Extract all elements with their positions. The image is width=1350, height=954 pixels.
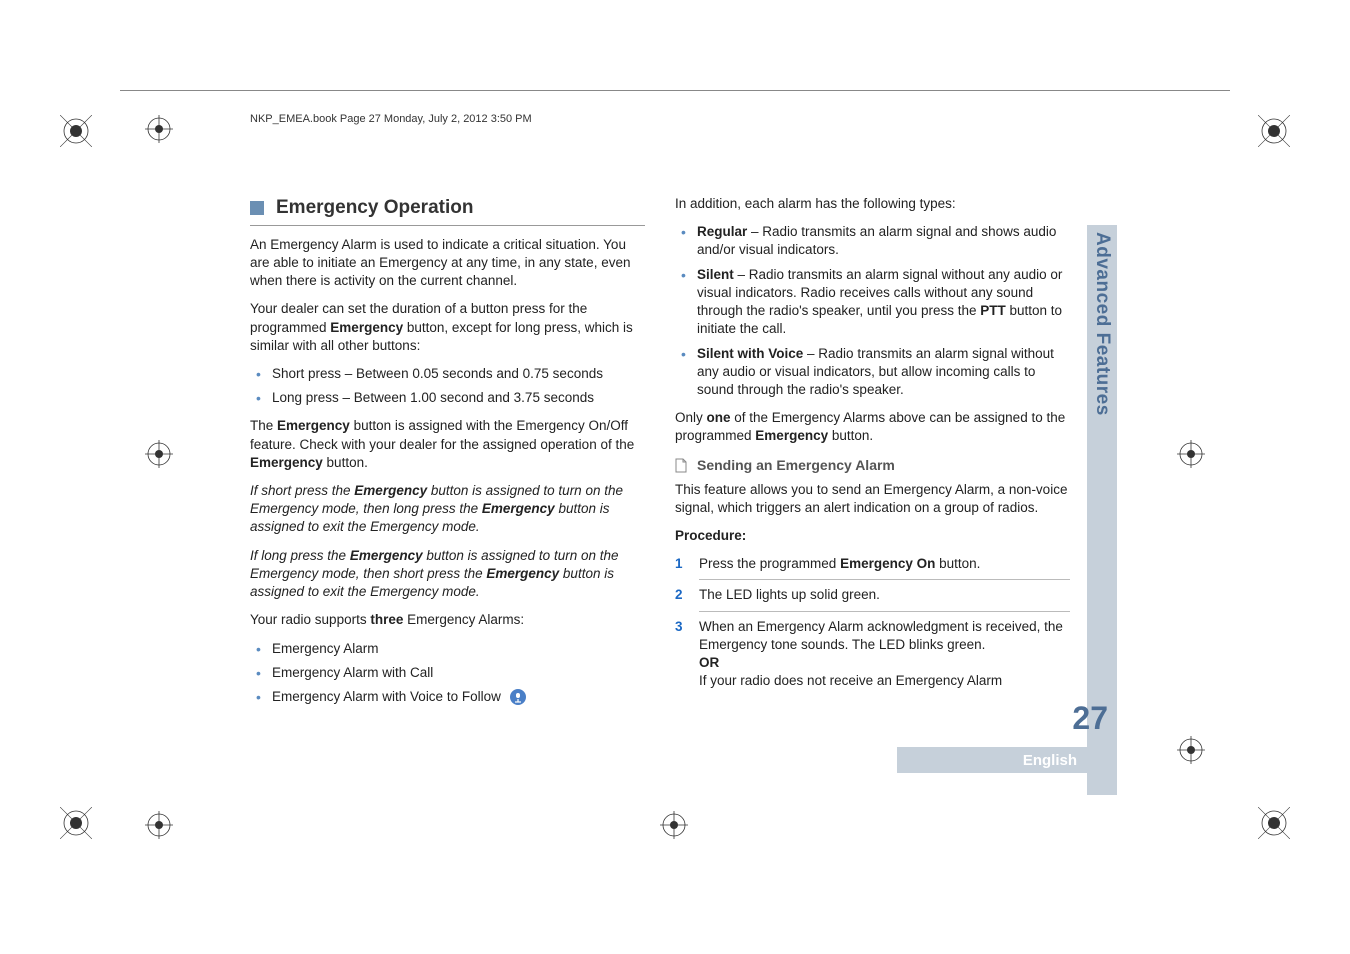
paragraph: Your dealer can set the duration of a bu… [250,300,645,355]
crop-mark-icon [60,115,92,147]
step-text: The LED lights up solid green. [699,586,880,604]
bullet-list: Regular – Radio transmits an alarm signa… [675,223,1070,399]
step-text: When an Emergency Alarm acknowledgment i… [699,618,1070,691]
heading-square-icon [250,201,264,215]
heading-rule [250,225,645,226]
subsection-title: Sending an Emergency Alarm [697,456,895,475]
list-item: Emergency Alarm with Call [262,664,645,682]
content-area: Emergency Operation An Emergency Alarm i… [250,195,1070,716]
document-icon [675,458,687,473]
step-text: Press the programmed Emergency On button… [699,555,980,573]
paragraph: In addition, each alarm has the followin… [675,195,1070,213]
procedure-label: Procedure: [675,527,1070,545]
bullet-list: Emergency Alarm Emergency Alarm with Cal… [250,640,645,707]
step-number: 1 [675,555,689,573]
subsection-heading-row: Sending an Emergency Alarm [675,456,1070,475]
language-bar: English [897,747,1087,773]
bullet-list: Short press – Between 0.05 seconds and 0… [250,365,645,407]
step-number: 3 [675,618,689,691]
list-item: Regular – Radio transmits an alarm signa… [687,223,1070,259]
crop-mark-icon [1258,807,1290,839]
procedure-step: 3 When an Emergency Alarm acknowledgment… [675,614,1070,695]
paragraph: Only one of the Emergency Alarms above c… [675,409,1070,445]
crop-mark-icon [60,807,92,839]
page-number: 27 [1072,700,1108,737]
paragraph: Your radio supports three Emergency Alar… [250,611,645,629]
paragraph-italic: If long press the Emergency button is as… [250,547,645,602]
list-item: Emergency Alarm with Voice to Follow [262,688,645,706]
paragraph-italic: If short press the Emergency button is a… [250,482,645,537]
side-tab-label: Advanced Features [1091,232,1113,416]
list-item: Silent with Voice – Radio transmits an a… [687,345,1070,400]
page-header-text: NKP_EMEA.book Page 27 Monday, July 2, 20… [120,91,1230,125]
step-number: 2 [675,586,689,604]
step-divider [699,611,1070,612]
paragraph: The Emergency button is assigned with th… [250,417,645,472]
list-item: Short press – Between 0.05 seconds and 0… [262,365,645,383]
crop-mark-icon [1258,115,1290,147]
paragraph: This feature allows you to send an Emerg… [675,481,1070,517]
list-item: Emergency Alarm [262,640,645,658]
left-column: Emergency Operation An Emergency Alarm i… [250,195,645,716]
procedure-step: 1 Press the programmed Emergency On butt… [675,551,1070,577]
procedure-step: 2 The LED lights up solid green. [675,582,1070,608]
voice-follow-icon [509,688,527,706]
section-title: Emergency Operation [276,195,473,221]
language-label: English [1023,752,1077,769]
step-divider [699,579,1070,580]
section-heading-row: Emergency Operation [250,195,645,221]
list-item: Silent – Radio transmits an alarm signal… [687,266,1070,339]
right-column: In addition, each alarm has the followin… [675,195,1070,716]
paragraph: An Emergency Alarm is used to indicate a… [250,236,645,291]
list-item: Long press – Between 1.00 second and 3.7… [262,389,645,407]
